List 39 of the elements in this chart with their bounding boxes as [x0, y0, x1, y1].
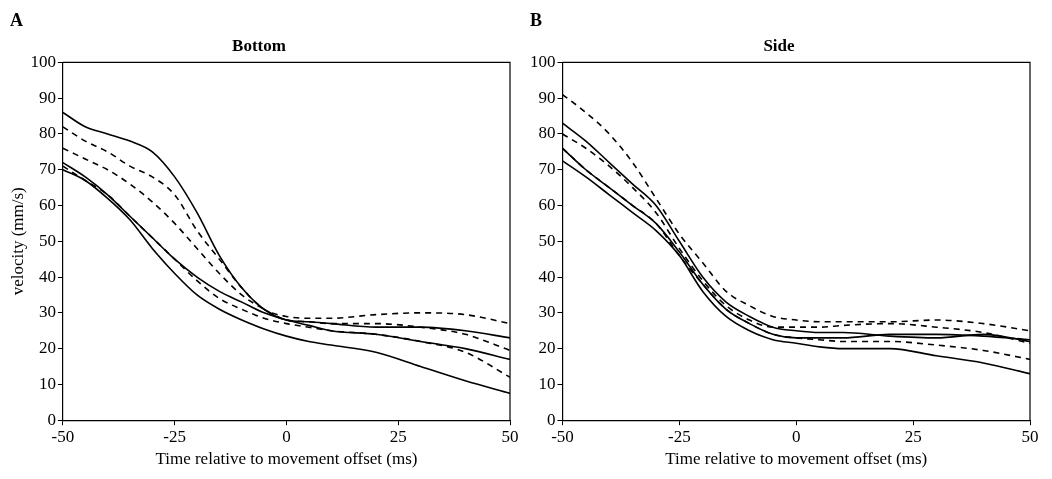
y-tick-label: 0: [47, 409, 56, 429]
y-tick-label: 0: [547, 409, 556, 429]
y-tick-label: 100: [30, 51, 56, 71]
y-tick-label: 90: [38, 87, 56, 107]
x-tick-label: 0: [792, 426, 801, 446]
x-tick-label: 50: [501, 426, 519, 446]
y-tick-label: 10: [38, 373, 56, 393]
y-tick-label: 60: [538, 194, 556, 214]
y-tick-label: 100: [530, 51, 556, 71]
y-tick-label: 80: [38, 123, 56, 143]
x-tick-label: 25: [389, 426, 407, 446]
x-tick-label: 50: [1021, 426, 1039, 446]
x-tick-label: -25: [668, 426, 691, 446]
y-tick-label: 60: [38, 194, 56, 214]
y-tick-label: 70: [538, 159, 556, 179]
text: A: [10, 9, 23, 30]
y-tick-label: 30: [538, 302, 556, 322]
y-tick-label: 40: [38, 266, 56, 286]
y-tick-label: 40: [538, 266, 556, 286]
y-tick-label: 90: [538, 87, 556, 107]
y-tick-label: 70: [38, 159, 56, 179]
x-tick-label: 0: [282, 426, 291, 446]
y-tick-label: 80: [538, 123, 556, 143]
y-tick-label: 20: [38, 338, 56, 358]
x-tick-label: -25: [163, 426, 187, 446]
y-tick-label: 10: [538, 373, 556, 393]
y-tick-label: 50: [38, 230, 56, 250]
x-axis-title: Time relative to movement offset (ms): [155, 449, 418, 469]
text: B: [530, 9, 543, 30]
y-tick-label: 30: [38, 302, 56, 322]
x-tick-label: -50: [551, 426, 574, 446]
chart-title: Side: [763, 35, 796, 55]
y-axis-title: velocity (mm/s): [7, 187, 27, 296]
y-tick-label: 50: [538, 230, 556, 250]
x-tick-label: -50: [51, 426, 75, 446]
x-axis-title: Time relative to movement offset (ms): [665, 449, 928, 469]
x-tick-label: 25: [904, 426, 922, 446]
y-tick-label: 20: [538, 338, 556, 358]
chart-title: Bottom: [232, 35, 286, 55]
